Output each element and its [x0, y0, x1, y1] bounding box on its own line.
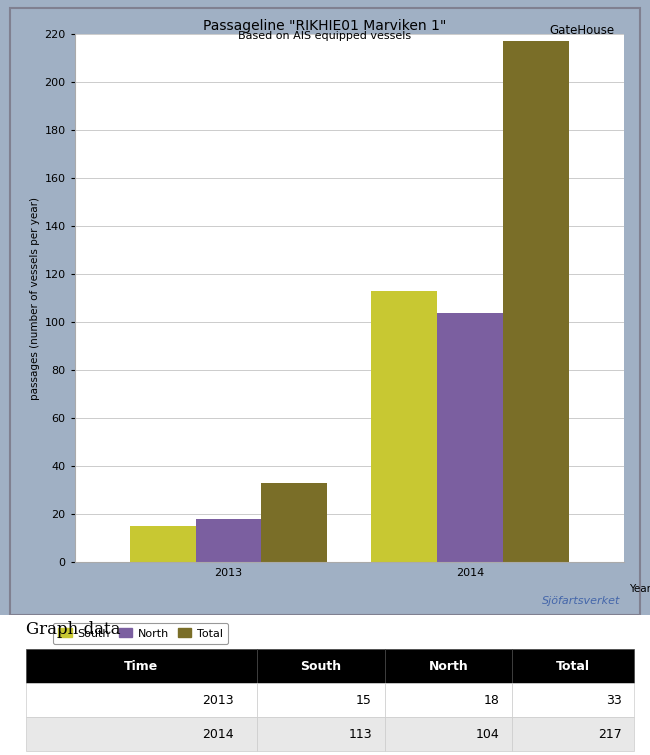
- Text: GateHouse: GateHouse: [549, 23, 614, 37]
- Bar: [130, 526, 196, 562]
- Text: Sjöfartsverket: Sjöfartsverket: [542, 596, 621, 606]
- Bar: [371, 291, 437, 562]
- Text: Passageline "RIKHIE01 Marviken 1": Passageline "RIKHIE01 Marviken 1": [203, 19, 447, 32]
- Bar: [261, 483, 328, 562]
- Text: Based on AIS equipped vessels: Based on AIS equipped vessels: [239, 31, 411, 42]
- Legend: South, North, Total: South, North, Total: [53, 623, 228, 644]
- Text: Graph data: Graph data: [26, 621, 120, 638]
- Bar: [437, 313, 503, 562]
- Bar: [196, 519, 261, 562]
- Text: Year s: Year s: [629, 584, 650, 593]
- Bar: [503, 42, 569, 562]
- Y-axis label: passages (number of vessels per year): passages (number of vessels per year): [31, 197, 40, 399]
